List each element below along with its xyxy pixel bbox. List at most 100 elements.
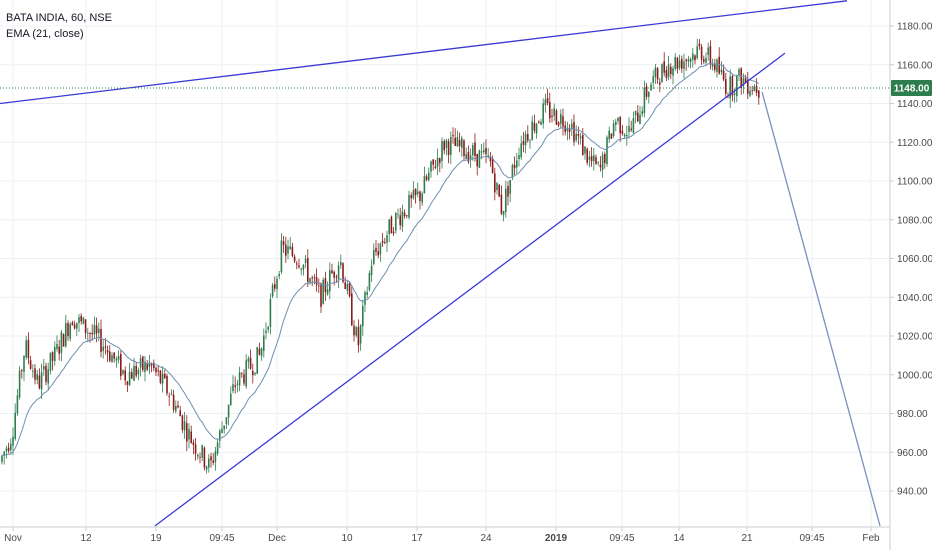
candle-body [5, 448, 8, 452]
candle-body [516, 160, 518, 168]
candle-body [663, 61, 665, 73]
candle-body [293, 256, 296, 262]
candle-body [18, 370, 21, 398]
candle-body [87, 333, 89, 334]
candle-body [278, 273, 280, 277]
candle-body [645, 86, 648, 97]
price-tick-label: 1080.00 [897, 215, 932, 226]
candle-body [643, 87, 646, 114]
candle-body [753, 86, 756, 92]
candle-body [597, 162, 599, 164]
candle-body [395, 212, 397, 231]
candle-body [247, 358, 250, 362]
candle-body [544, 99, 547, 106]
time-axis[interactable]: Nov 12 19 09:45 Dec 10 17 24 2019 09:45 14 21 09:45 F… [0, 526, 890, 544]
candle-body [199, 457, 201, 459]
candle-body [36, 374, 38, 380]
candle-body [322, 279, 324, 305]
candle-body [678, 60, 681, 68]
candle-body [194, 444, 197, 454]
candle-body [500, 194, 503, 214]
candle-body [601, 154, 604, 171]
candle-body [505, 188, 507, 213]
candle-body [656, 68, 659, 80]
candle-body [282, 241, 285, 245]
candle-body [104, 346, 107, 348]
candle-body [45, 365, 47, 382]
candle-body [221, 428, 223, 433]
last-price-tag [891, 80, 932, 96]
candle-body [73, 324, 76, 329]
candle-body [586, 148, 588, 163]
candle-body [331, 270, 333, 274]
candle-body [729, 76, 731, 99]
candle-body [621, 130, 624, 134]
candle-body [172, 394, 175, 410]
candle-body [54, 347, 56, 362]
candle-body [535, 124, 538, 134]
candle-body [241, 373, 243, 374]
candle-body [252, 370, 254, 376]
candle-body [304, 258, 307, 263]
candle-body [353, 325, 355, 336]
time-tick-label: 09:45 [799, 533, 824, 544]
candle-body [368, 273, 371, 290]
time-tick-label: 2019 [545, 533, 568, 544]
candle-body [148, 362, 151, 368]
candle-body [447, 141, 450, 155]
candle-body [744, 78, 747, 83]
candle-body [205, 466, 208, 470]
candle-body [175, 405, 177, 412]
candle-body [362, 305, 364, 327]
candle-body [14, 412, 16, 439]
candle-body [287, 246, 289, 254]
candle-body [256, 347, 258, 374]
candle-body [212, 460, 214, 463]
candle-body [159, 370, 162, 383]
time-tick-label: 19 [150, 533, 162, 544]
candle-body [91, 333, 93, 335]
candle-body [326, 289, 329, 295]
candle-body [12, 436, 14, 446]
candle-body [507, 185, 509, 197]
candle-body [67, 323, 69, 337]
candle-body [135, 365, 137, 376]
candle-body [95, 325, 98, 334]
candle-body [736, 75, 738, 97]
candle-body [439, 158, 441, 164]
candle-body [478, 150, 481, 168]
candle-body [553, 108, 555, 116]
chart-legend: BATA INDIA, 60, NSE EMA (21, close) [6, 10, 112, 42]
candle-body [133, 365, 135, 381]
candle-body [654, 67, 657, 78]
candle-body [313, 277, 316, 279]
candle-body [575, 133, 577, 141]
candle-body [366, 292, 368, 295]
candle-body [665, 70, 668, 79]
candle-body [476, 154, 478, 167]
candle-body [102, 346, 104, 352]
candle-body [496, 182, 498, 190]
candle-body [443, 141, 445, 151]
candle-body [49, 352, 52, 371]
price-tick-label: 940.00 [897, 487, 928, 498]
candle-body [590, 156, 593, 162]
trend-drawings [0, 0, 881, 527]
candle-body [733, 93, 736, 96]
price-axis[interactable]: 940.00 960.00 980.00 1000.00 1020.00 1040.00 1… [889, 0, 932, 550]
candle-body [659, 82, 661, 85]
candle-body [551, 115, 553, 118]
time-tick-label: 09:45 [609, 533, 634, 544]
time-tick-label: 10 [341, 533, 353, 544]
candle-body [511, 164, 514, 178]
candle-body [538, 121, 540, 123]
candle-body [434, 166, 437, 168]
candle-body [725, 79, 727, 94]
candle-body [128, 371, 131, 386]
candle-body [267, 326, 269, 330]
candle-body [89, 332, 91, 334]
candle-body [419, 191, 421, 201]
candle-body [348, 283, 351, 297]
time-tick-label: 14 [673, 533, 685, 544]
